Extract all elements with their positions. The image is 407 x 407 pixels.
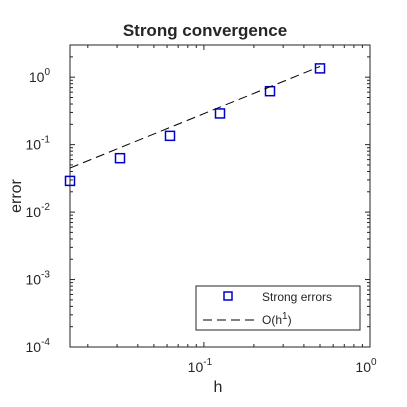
data-point-marker <box>214 108 226 119</box>
data-point-marker <box>314 63 326 74</box>
legend: Strong errors O(h1) <box>195 285 361 331</box>
legend-marker-strong-errors <box>223 291 233 301</box>
axis-ticks <box>70 44 371 348</box>
legend-label-order-exp: 1 <box>282 311 288 322</box>
legend-label-order-close: ) <box>288 313 292 327</box>
x-tick-label: 10-1 <box>188 357 213 375</box>
y-tick-label: 100 <box>29 67 51 85</box>
y-tick-label: 10-3 <box>26 270 51 288</box>
order-reference-line <box>69 66 321 169</box>
legend-label-order: O(h1) <box>262 311 292 327</box>
y-tick-label: 10-1 <box>26 135 51 153</box>
data-point-marker <box>64 175 76 187</box>
y-axis-label: error <box>8 178 25 212</box>
tick-labels: 10-4 10-3 10-2 10-1 100 10-1 100 <box>26 67 377 375</box>
legend-label-strong-errors: Strong errors <box>262 290 332 304</box>
plot-series <box>64 63 326 187</box>
y-tick-label: 10-4 <box>26 337 51 355</box>
y-tick-label: 10-2 <box>26 202 51 220</box>
x-axis-label: h <box>214 379 223 396</box>
data-point-marker <box>164 130 176 142</box>
legend-label-order-base: O(h <box>262 313 282 327</box>
x-tick-label: 100 <box>355 357 377 375</box>
chart-title: Strong convergence <box>123 21 287 40</box>
data-point-marker <box>114 152 126 164</box>
